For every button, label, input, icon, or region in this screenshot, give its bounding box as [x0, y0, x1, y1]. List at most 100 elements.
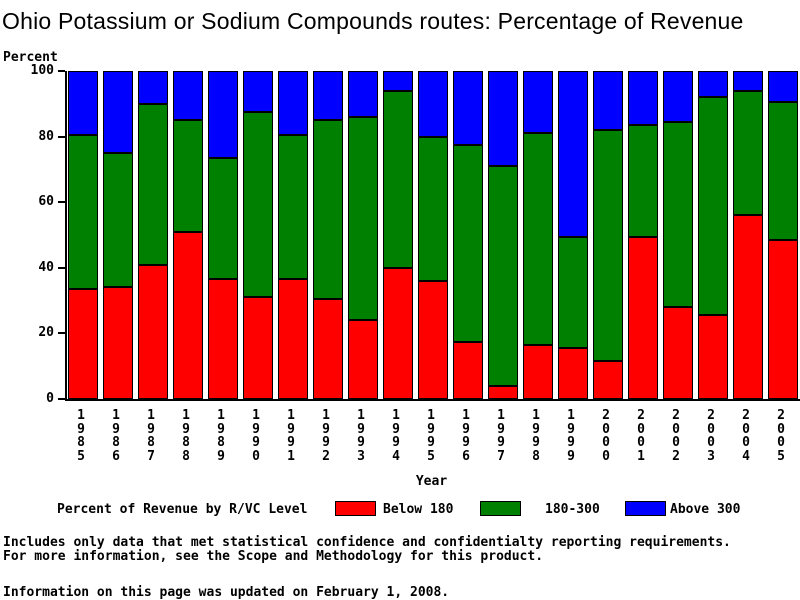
x-tick-label-2000: 2 0 0 0	[602, 408, 610, 464]
bar-1998-segment-above-300	[523, 71, 553, 134]
bar-1985	[68, 71, 98, 399]
bar-1986-segment-180-300	[103, 153, 133, 288]
bar-1994	[383, 71, 413, 399]
y-tick-100	[58, 70, 65, 72]
y-tick-60	[58, 201, 65, 204]
bar-1997	[488, 71, 518, 399]
legend-label-above-300: Above 300	[670, 502, 741, 517]
x-tick-label-1996: 1 9 9 6	[462, 408, 470, 464]
y-axis-title: Percent	[3, 50, 58, 65]
bar-2000-segment-above-300	[593, 71, 623, 131]
bar-1991-segment-above-300	[278, 71, 308, 135]
y-tick-label-60: 60	[38, 194, 54, 210]
legend-label-180-300: 180-300	[545, 502, 600, 517]
bar-2000-segment-180-300	[593, 130, 623, 362]
bar-1992	[313, 71, 343, 399]
x-tick-label-2001: 2 0 0 1	[637, 408, 645, 464]
bar-1986-segment-above-300	[103, 71, 133, 154]
bar-1988	[173, 71, 203, 399]
x-tick-label-1998: 1 9 9 8	[532, 408, 540, 464]
bar-1988-segment-above-300	[173, 71, 203, 121]
bar-1995-segment-180-300	[418, 136, 448, 281]
x-tick-label-2003: 2 0 0 3	[707, 408, 715, 464]
bar-1994-segment-180-300	[383, 90, 413, 268]
x-tick-label-2004: 2 0 0 4	[742, 408, 750, 464]
bar-2001	[628, 71, 658, 399]
bar-2005	[768, 71, 798, 399]
bar-1987-segment-below-180	[138, 264, 168, 399]
plot-area	[65, 71, 800, 401]
bar-1989-segment-below-180	[208, 279, 238, 399]
bar-1987	[138, 71, 168, 399]
footnote-line-1: Includes only data that met statistical …	[3, 535, 731, 550]
legend-label-below-180: Below 180	[383, 502, 454, 517]
bar-1991-segment-180-300	[278, 134, 308, 280]
bar-1995-segment-below-180	[418, 280, 448, 399]
y-tick-0	[58, 398, 65, 400]
bar-1985-segment-above-300	[68, 71, 98, 135]
bar-1994-segment-below-180	[383, 267, 413, 399]
bar-1999-segment-above-300	[558, 71, 588, 237]
legend-swatch-above-300	[625, 501, 666, 516]
x-tick-label-1993: 1 9 9 3	[357, 408, 365, 464]
bar-2001-segment-above-300	[628, 71, 658, 126]
y-tick-80	[58, 135, 65, 138]
y-tick-label-100: 100	[30, 63, 54, 78]
y-tick-label-40: 40	[38, 259, 54, 275]
bar-1989	[208, 71, 238, 399]
bar-2002-segment-below-180	[663, 307, 693, 399]
x-axis-title: Year	[415, 474, 448, 489]
x-tick-label-1994: 1 9 9 4	[392, 408, 400, 464]
bar-2003	[698, 71, 728, 399]
bar-1996-segment-180-300	[453, 144, 483, 342]
y-axis: 0 20 40 60 80 100	[0, 64, 65, 406]
bar-2003-segment-180-300	[698, 97, 728, 316]
y-tick-label-0: 0	[46, 391, 54, 406]
updated-line: Information on this page was updated on …	[3, 585, 450, 600]
bar-2000-segment-below-180	[593, 361, 623, 399]
bar-1997-segment-180-300	[488, 166, 518, 386]
x-tick-label-1991: 1 9 9 1	[287, 408, 295, 464]
x-tick-label-1989: 1 9 8 9	[217, 408, 225, 464]
bar-2005-segment-above-300	[768, 71, 798, 103]
bar-1987-segment-180-300	[138, 103, 168, 265]
x-tick-label-1987: 1 9 8 7	[147, 408, 155, 464]
bar-1987-segment-above-300	[138, 71, 168, 104]
bar-1994-segment-above-300	[383, 71, 413, 91]
bar-1996	[453, 71, 483, 399]
x-tick-label-1997: 1 9 9 7	[497, 408, 505, 464]
bar-1999-segment-below-180	[558, 348, 588, 399]
bar-1988-segment-180-300	[173, 120, 203, 232]
bar-1986	[103, 71, 133, 399]
x-axis-labels: 1 9 8 5 1 9 8 6 1 9 8 7 1 9 8 8 1 9 8 9 1 9 9…	[65, 409, 798, 469]
bar-2004-segment-above-300	[733, 71, 763, 91]
bar-1992-segment-above-300	[313, 71, 343, 121]
bar-1996-segment-above-300	[453, 71, 483, 145]
bar-1990	[243, 71, 273, 399]
bar-1995	[418, 71, 448, 399]
bar-1993-segment-above-300	[348, 71, 378, 117]
bar-2002-segment-above-300	[663, 71, 693, 122]
bar-2001-segment-180-300	[628, 125, 658, 237]
bar-1996-segment-below-180	[453, 341, 483, 399]
bar-2003-segment-above-300	[698, 71, 728, 98]
bar-1998-segment-below-180	[523, 344, 553, 399]
bar-2005-segment-180-300	[768, 102, 798, 240]
bar-1986-segment-below-180	[103, 287, 133, 399]
legend-title: Percent of Revenue by R/VC Level	[57, 502, 308, 517]
bar-1988-segment-below-180	[173, 231, 203, 399]
x-tick-label-1992: 1 9 9 2	[322, 408, 330, 464]
chart-title: Ohio Potassium or Sodium Compounds route…	[2, 8, 744, 34]
x-tick-label-1986: 1 9 8 6	[112, 408, 120, 464]
y-tick-20	[58, 332, 65, 335]
bar-2000	[593, 71, 623, 399]
y-tick-label-20: 20	[38, 325, 54, 341]
bar-2002-segment-180-300	[663, 121, 693, 308]
bar-1999	[558, 71, 588, 399]
legend-swatch-below-180	[335, 501, 376, 516]
bar-2004-segment-below-180	[733, 215, 763, 399]
bar-1990-segment-below-180	[243, 297, 273, 399]
legend-swatch-180-300	[480, 501, 521, 516]
bar-2004	[733, 71, 763, 399]
y-tick-label-80: 80	[38, 128, 54, 144]
